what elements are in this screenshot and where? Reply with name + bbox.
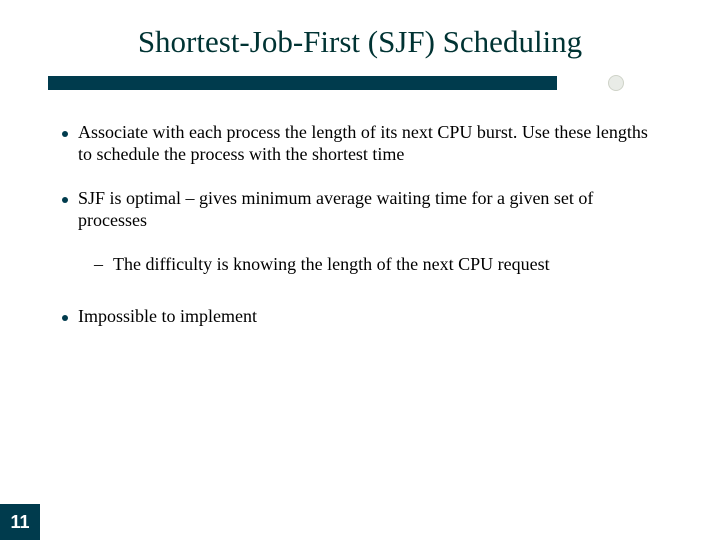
bullet-level1: SJF is optimal – gives minimum average w… — [56, 188, 664, 232]
slide: Shortest-Job-First (SJF) Scheduling Asso… — [0, 0, 720, 540]
bullet-text: The difficulty is knowing the length of … — [113, 254, 550, 276]
bullet-text: SJF is optimal – gives minimum average w… — [78, 188, 664, 232]
underline-dot-icon — [608, 75, 624, 91]
bullet-text: Associate with each process the length o… — [78, 122, 664, 166]
dash-icon: – — [94, 254, 103, 276]
bullet-text: Impossible to implement — [78, 306, 664, 328]
content-area: Associate with each process the length o… — [48, 122, 672, 328]
bullet-level1: Impossible to implement — [56, 306, 664, 328]
bullet-dot-icon — [62, 131, 68, 137]
title-underline — [48, 72, 672, 94]
slide-title: Shortest-Job-First (SJF) Scheduling — [88, 24, 632, 60]
underline-bar — [48, 76, 557, 90]
bullet-dot-icon — [62, 315, 68, 321]
bullet-level2: – The difficulty is knowing the length o… — [94, 254, 664, 276]
bullet-dot-icon — [62, 197, 68, 203]
bullet-level1: Associate with each process the length o… — [56, 122, 664, 166]
page-number: 11 — [0, 504, 40, 540]
